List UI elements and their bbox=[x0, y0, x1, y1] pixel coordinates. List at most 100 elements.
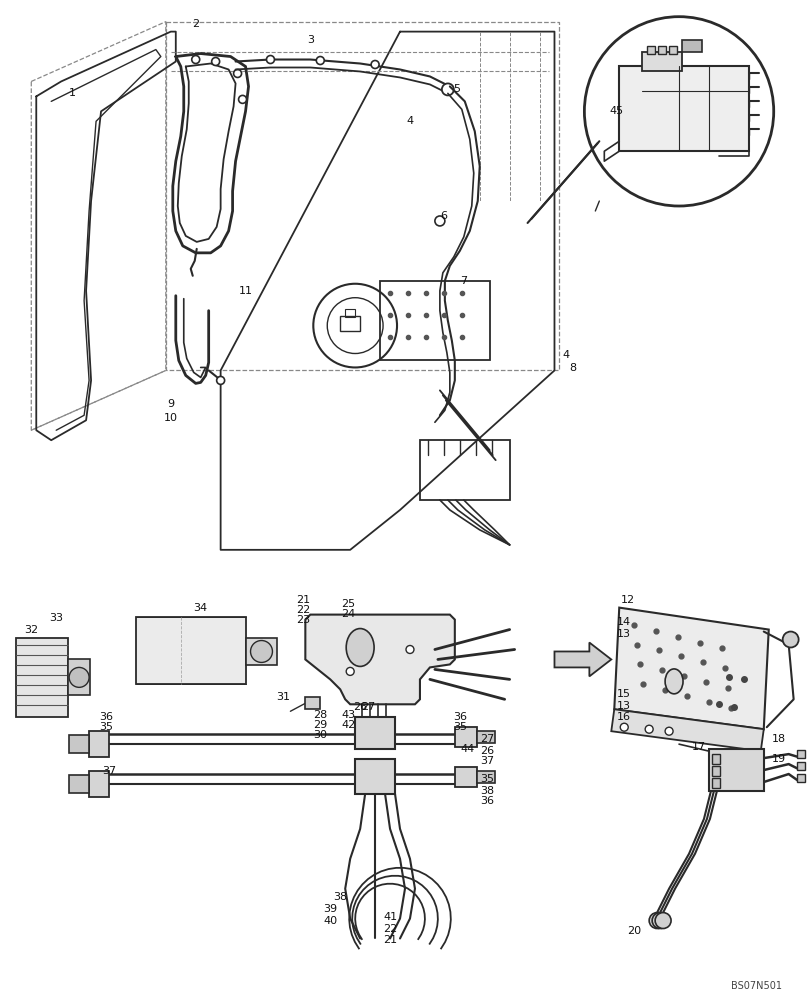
Circle shape bbox=[649, 913, 665, 929]
Text: 8: 8 bbox=[569, 363, 576, 373]
Text: 17: 17 bbox=[692, 742, 706, 752]
Circle shape bbox=[621, 723, 629, 731]
Bar bbox=[659, 46, 666, 54]
Text: 41: 41 bbox=[383, 912, 397, 922]
Circle shape bbox=[250, 641, 272, 662]
Text: 11: 11 bbox=[238, 286, 253, 296]
Text: 43: 43 bbox=[341, 710, 356, 720]
Polygon shape bbox=[305, 615, 455, 704]
Circle shape bbox=[217, 376, 225, 384]
Text: 29: 29 bbox=[314, 720, 327, 730]
Bar bbox=[68, 659, 90, 695]
Text: 7: 7 bbox=[460, 276, 467, 286]
Text: 9: 9 bbox=[167, 399, 175, 409]
Text: 14: 14 bbox=[617, 617, 631, 627]
Bar bbox=[797, 762, 805, 770]
Text: 30: 30 bbox=[314, 730, 327, 740]
Circle shape bbox=[346, 667, 354, 675]
Bar bbox=[89, 771, 109, 797]
Text: 4: 4 bbox=[406, 116, 414, 126]
Text: 22: 22 bbox=[383, 924, 398, 934]
Text: 31: 31 bbox=[276, 692, 290, 702]
Ellipse shape bbox=[665, 669, 683, 694]
Bar bbox=[305, 697, 320, 709]
Text: 21: 21 bbox=[297, 595, 310, 605]
Bar bbox=[246, 638, 277, 665]
Bar bbox=[89, 731, 109, 757]
Bar bbox=[797, 750, 805, 758]
Text: 39: 39 bbox=[323, 904, 337, 914]
Bar bbox=[69, 735, 89, 753]
Polygon shape bbox=[554, 643, 612, 676]
Text: 27: 27 bbox=[361, 702, 375, 712]
Text: 21: 21 bbox=[383, 935, 397, 945]
Text: 36: 36 bbox=[452, 712, 467, 722]
Bar bbox=[380, 281, 490, 360]
Circle shape bbox=[652, 913, 668, 929]
Bar bbox=[712, 778, 720, 788]
Text: 15: 15 bbox=[617, 689, 631, 699]
Text: 26: 26 bbox=[353, 702, 367, 712]
Text: 38: 38 bbox=[480, 786, 494, 796]
Text: 37: 37 bbox=[102, 766, 116, 776]
Text: 42: 42 bbox=[341, 720, 356, 730]
Text: 3: 3 bbox=[307, 35, 314, 45]
Circle shape bbox=[783, 632, 798, 647]
Text: 27: 27 bbox=[480, 734, 494, 744]
Text: 22: 22 bbox=[297, 605, 310, 615]
Circle shape bbox=[234, 69, 242, 77]
Circle shape bbox=[316, 57, 324, 65]
Polygon shape bbox=[612, 709, 764, 751]
Polygon shape bbox=[614, 608, 768, 729]
Text: 12: 12 bbox=[621, 595, 635, 605]
Text: 19: 19 bbox=[772, 754, 786, 764]
Bar bbox=[16, 638, 68, 717]
Circle shape bbox=[69, 667, 89, 687]
Bar bbox=[477, 731, 494, 743]
Text: 24: 24 bbox=[341, 609, 356, 619]
Text: 26: 26 bbox=[480, 746, 494, 756]
Circle shape bbox=[442, 83, 454, 95]
Bar bbox=[136, 617, 246, 684]
Bar bbox=[682, 40, 702, 52]
Text: 28: 28 bbox=[314, 710, 327, 720]
Bar bbox=[712, 754, 720, 764]
Text: 35: 35 bbox=[452, 722, 467, 732]
Text: 38: 38 bbox=[333, 892, 347, 902]
Circle shape bbox=[371, 61, 379, 68]
Bar bbox=[356, 759, 395, 794]
Bar bbox=[69, 775, 89, 793]
Text: 32: 32 bbox=[24, 625, 39, 635]
Bar bbox=[345, 309, 356, 317]
Text: 5: 5 bbox=[452, 84, 460, 94]
Bar bbox=[340, 316, 360, 331]
Bar bbox=[477, 771, 494, 783]
Text: 6: 6 bbox=[440, 211, 447, 221]
Text: 23: 23 bbox=[297, 615, 310, 625]
Text: 35: 35 bbox=[99, 722, 113, 732]
Text: 40: 40 bbox=[323, 916, 337, 926]
Text: 4: 4 bbox=[563, 350, 570, 360]
Bar bbox=[420, 440, 510, 500]
Text: 18: 18 bbox=[772, 734, 786, 744]
Text: 16: 16 bbox=[617, 712, 631, 722]
Text: 34: 34 bbox=[194, 603, 208, 613]
Circle shape bbox=[655, 913, 671, 929]
Text: BS07N501: BS07N501 bbox=[731, 981, 782, 991]
Text: 2: 2 bbox=[192, 19, 200, 29]
Circle shape bbox=[435, 216, 445, 226]
Bar bbox=[619, 66, 749, 151]
Ellipse shape bbox=[346, 629, 374, 666]
Text: 10: 10 bbox=[164, 413, 178, 423]
Text: 1: 1 bbox=[69, 88, 76, 98]
Text: 25: 25 bbox=[341, 599, 356, 609]
Text: 44: 44 bbox=[461, 744, 475, 754]
Bar bbox=[712, 766, 720, 776]
Text: 13: 13 bbox=[617, 701, 631, 711]
Circle shape bbox=[191, 56, 200, 64]
Text: 45: 45 bbox=[609, 106, 624, 116]
Text: 36: 36 bbox=[480, 796, 494, 806]
Circle shape bbox=[406, 645, 414, 653]
Bar bbox=[669, 46, 677, 54]
Circle shape bbox=[645, 725, 653, 733]
